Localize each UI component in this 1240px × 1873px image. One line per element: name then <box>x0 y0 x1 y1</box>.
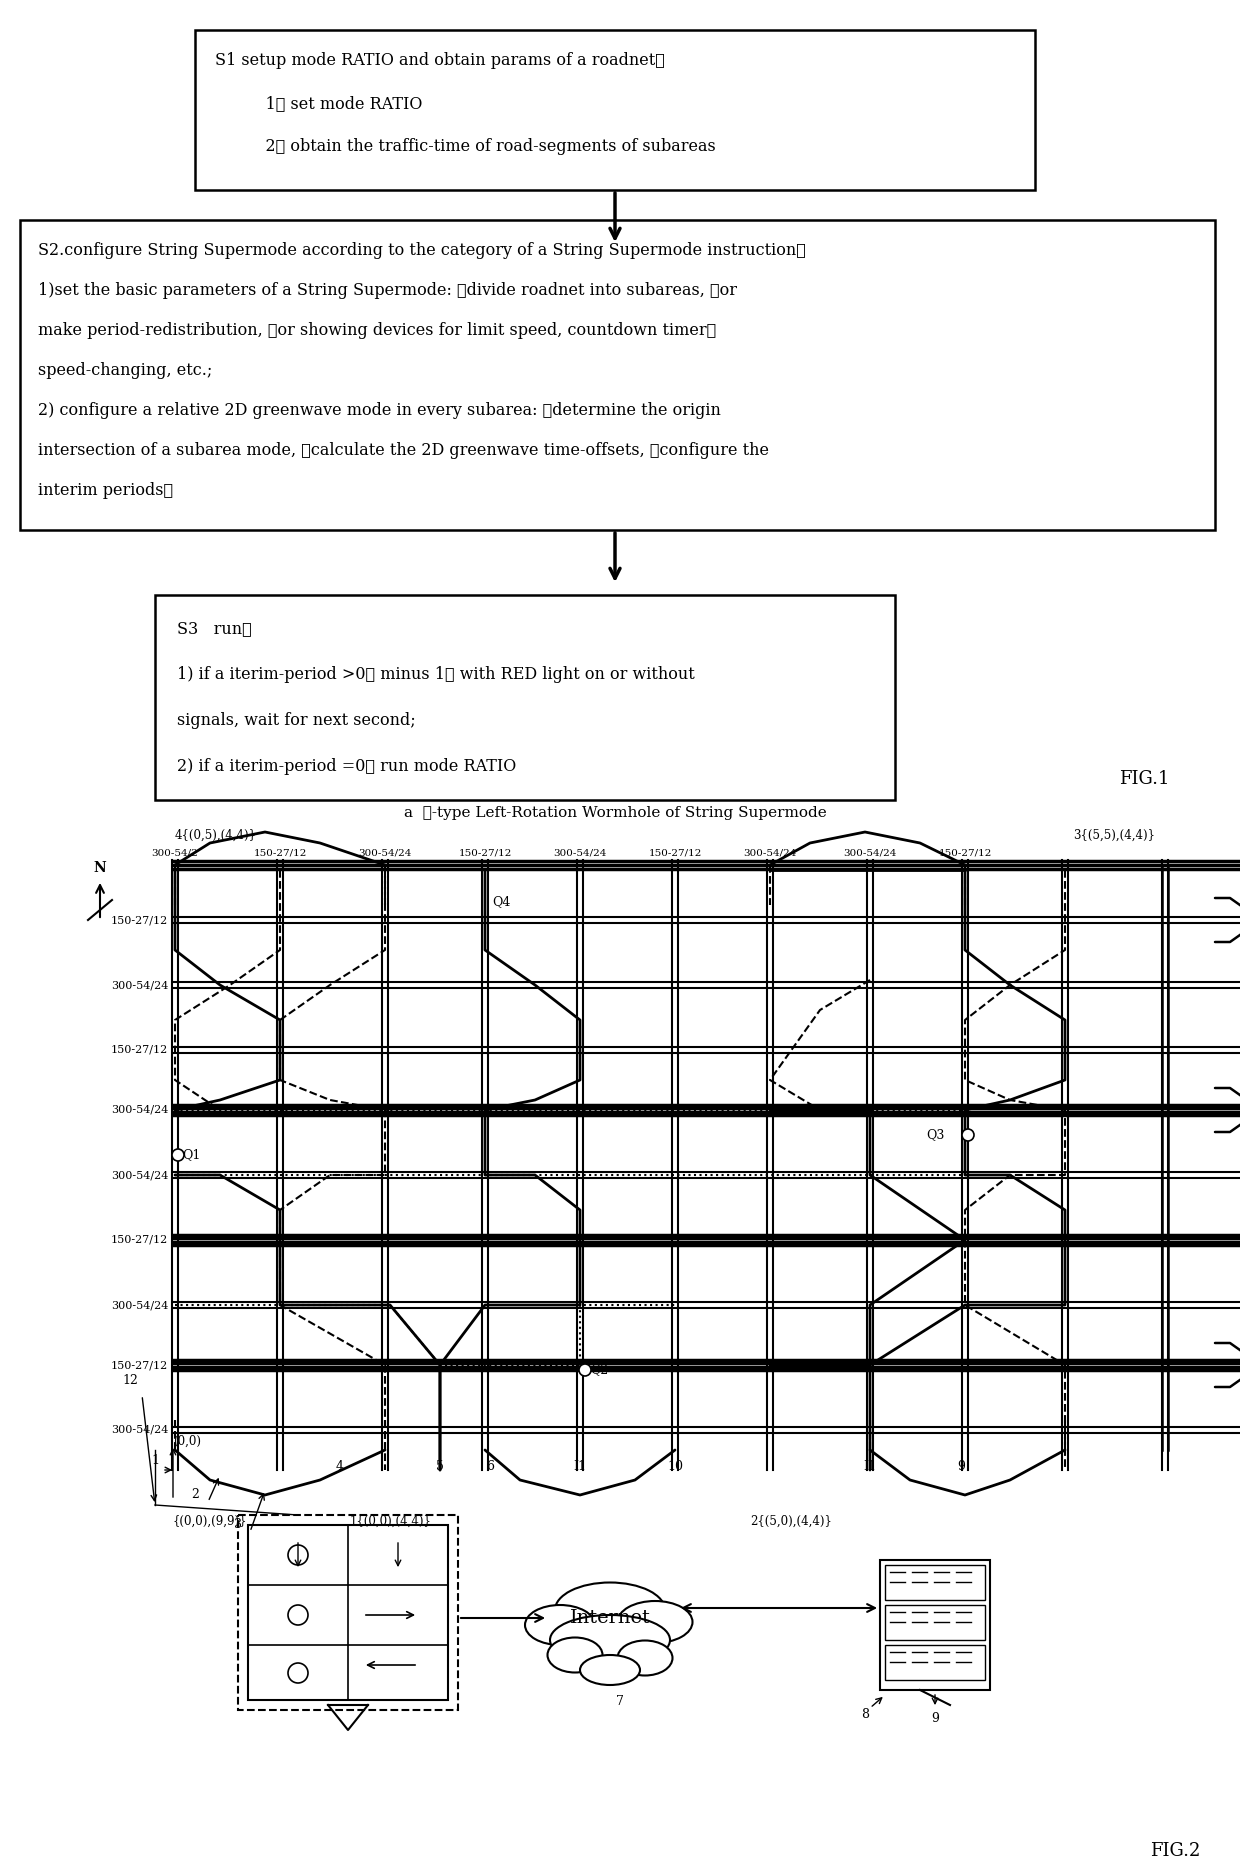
Text: 300-54/24: 300-54/24 <box>843 848 897 858</box>
Circle shape <box>962 1129 973 1141</box>
Text: FIG.1: FIG.1 <box>1120 770 1171 789</box>
Text: 9: 9 <box>931 1712 939 1725</box>
Text: 300-54/24: 300-54/24 <box>110 980 167 991</box>
Text: Q2: Q2 <box>590 1364 609 1377</box>
Text: 150-27/12: 150-27/12 <box>459 848 512 858</box>
Text: 2) configure a relative 2D greenwave mode in every subarea: ①determine the origi: 2) configure a relative 2D greenwave mod… <box>38 403 720 420</box>
Bar <box>885 1605 985 1641</box>
Text: 300-54/24: 300-54/24 <box>110 1105 167 1114</box>
Text: N: N <box>94 862 107 875</box>
Ellipse shape <box>580 1656 640 1686</box>
Bar <box>238 1515 458 1710</box>
Bar <box>880 1560 990 1689</box>
Text: 2{(5,0),(4,4)}: 2{(5,0),(4,4)} <box>750 1515 832 1528</box>
Circle shape <box>288 1545 308 1566</box>
Ellipse shape <box>551 1615 670 1665</box>
Text: 7: 7 <box>616 1695 624 1708</box>
Text: 9: 9 <box>957 1459 965 1472</box>
Text: 3: 3 <box>234 1519 242 1532</box>
Bar <box>20 219 1215 530</box>
Ellipse shape <box>548 1637 603 1673</box>
Text: 1{(0,0),(4,4)}: 1{(0,0),(4,4)} <box>350 1515 432 1528</box>
Text: 150-27/12: 150-27/12 <box>649 848 702 858</box>
Text: 5: 5 <box>436 1459 444 1472</box>
Text: FIG.2: FIG.2 <box>1149 1841 1200 1860</box>
Text: speed-changing, etc.;: speed-changing, etc.; <box>38 361 212 378</box>
Text: 2） obtain the traffic-time of road-segments of subareas: 2） obtain the traffic-time of road-segme… <box>246 139 715 155</box>
Text: 12: 12 <box>122 1373 138 1386</box>
Text: 2) if a iterim-period =0， run mode RATIO: 2) if a iterim-period =0， run mode RATIO <box>177 759 516 775</box>
Text: (0,0): (0,0) <box>174 1435 201 1448</box>
Text: 150-27/12: 150-27/12 <box>110 1360 167 1369</box>
Text: make period-redistribution, ③or showing devices for limit speed, countdown timer: make period-redistribution, ③or showing … <box>38 322 717 339</box>
Circle shape <box>288 1605 308 1626</box>
Text: signals, wait for next second;: signals, wait for next second; <box>177 712 415 729</box>
Ellipse shape <box>556 1583 665 1637</box>
Text: 10: 10 <box>667 1459 683 1472</box>
Text: 4{(0,5),(4,4)}: 4{(0,5),(4,4)} <box>175 830 257 843</box>
Text: S3   run：: S3 run： <box>177 620 252 637</box>
Text: 300-54/24: 300-54/24 <box>110 1171 167 1180</box>
Bar <box>885 1644 985 1680</box>
Text: 300-54/24: 300-54/24 <box>553 848 606 858</box>
Text: 1: 1 <box>151 1453 159 1467</box>
Text: Q3: Q3 <box>926 1129 945 1141</box>
Text: 150-27/12: 150-27/12 <box>253 848 306 858</box>
Text: 300-54/24: 300-54/24 <box>743 848 796 858</box>
Text: 1) if a iterim-period >0， minus 1， with RED light on or without: 1) if a iterim-period >0， minus 1， with … <box>177 667 694 684</box>
Text: interim periods；: interim periods； <box>38 481 174 498</box>
Bar <box>155 596 895 800</box>
Text: I1: I1 <box>863 1459 877 1472</box>
Text: 150-27/12: 150-27/12 <box>110 1045 167 1054</box>
Text: 6: 6 <box>486 1459 494 1472</box>
Circle shape <box>172 1148 184 1161</box>
Bar <box>248 1525 448 1701</box>
Text: I1: I1 <box>573 1459 587 1472</box>
Text: {(0,0),(9,9)}: {(0,0),(9,9)} <box>174 1515 248 1528</box>
Text: 1） set mode RATIO: 1） set mode RATIO <box>246 96 423 112</box>
Text: 3{(5,5),(4,4)}: 3{(5,5),(4,4)} <box>1073 830 1154 843</box>
Text: 150-27/12: 150-27/12 <box>110 916 167 925</box>
Text: Internet: Internet <box>569 1609 651 1628</box>
Circle shape <box>288 1663 308 1684</box>
Text: intersection of a subarea mode, ②calculate the 2D greenwave time-offsets, ③confi: intersection of a subarea mode, ②calcula… <box>38 442 769 459</box>
Text: 150-27/12: 150-27/12 <box>939 848 992 858</box>
Text: a  田-type Left-Rotation Wormhole of String Supermode: a 田-type Left-Rotation Wormhole of Strin… <box>404 805 826 820</box>
Text: 1)set the basic parameters of a String Supermode: ①divide roadnet into subareas,: 1)set the basic parameters of a String S… <box>38 283 737 300</box>
Text: 4: 4 <box>336 1459 343 1472</box>
Text: 8: 8 <box>861 1708 869 1721</box>
Ellipse shape <box>525 1605 595 1644</box>
Text: 300-54/24: 300-54/24 <box>110 1300 167 1309</box>
Bar <box>195 30 1035 189</box>
Ellipse shape <box>618 1601 692 1643</box>
Text: S2.configure String Supermode according to the category of a String Supermode in: S2.configure String Supermode according … <box>38 242 806 258</box>
Ellipse shape <box>618 1641 672 1676</box>
Text: 300-54/24: 300-54/24 <box>110 1425 167 1435</box>
Text: Q1: Q1 <box>182 1148 201 1161</box>
Circle shape <box>579 1364 591 1377</box>
Bar <box>885 1566 985 1600</box>
Text: 2: 2 <box>191 1489 198 1502</box>
Text: S1 setup mode RATIO and obtain params of a roadnet：: S1 setup mode RATIO and obtain params of… <box>215 52 665 69</box>
Text: 300-54/24: 300-54/24 <box>358 848 412 858</box>
Text: 150-27/12: 150-27/12 <box>110 1234 167 1246</box>
Text: 300-54/2: 300-54/2 <box>151 848 198 858</box>
Text: Q4: Q4 <box>492 895 511 908</box>
